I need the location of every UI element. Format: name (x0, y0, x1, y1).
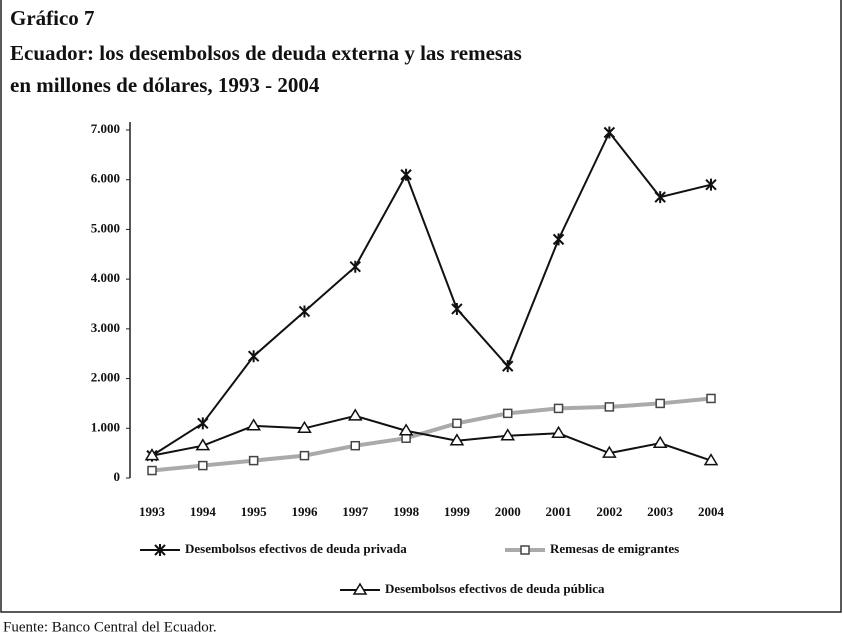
y-tick-label: 0 (114, 469, 121, 484)
x-tick-label: 1996 (291, 504, 318, 519)
marker (449, 433, 465, 446)
series-line (151, 130, 712, 457)
marker (144, 448, 160, 461)
marker (246, 418, 261, 431)
marker (520, 545, 530, 555)
x-tick-label: 1999 (444, 504, 471, 519)
x-tick-label: 2001 (546, 504, 572, 519)
chart-title: Ecuador: los desembolsos de deuda extern… (10, 41, 522, 65)
marker (198, 460, 208, 471)
y-tick-label: 3.000 (91, 320, 120, 335)
x-tick-label: 2004 (698, 504, 725, 519)
chart-title: en millones de dólares, 1993 - 2004 (10, 73, 320, 97)
x-tick-label: 1997 (342, 504, 369, 519)
marker (552, 233, 565, 246)
source: Fuente: Banco Central del Ecuador. (3, 619, 217, 635)
marker (703, 453, 719, 466)
x-tick-label: 1995 (241, 504, 268, 519)
marker (352, 582, 368, 595)
x-tick-label: 2000 (495, 504, 521, 519)
marker (350, 440, 361, 451)
marker (452, 418, 462, 429)
marker (500, 428, 516, 441)
x-tick-label: 1994 (190, 504, 217, 519)
series-line (151, 414, 712, 462)
x-tick-label: 2003 (647, 504, 674, 519)
marker (398, 423, 414, 436)
x-tick-label: 1993 (139, 504, 166, 519)
marker (603, 126, 616, 139)
y-tick-label: 7.000 (91, 121, 120, 136)
marker (451, 302, 463, 315)
marker (502, 360, 514, 373)
y-tick-label: 5.000 (91, 220, 120, 235)
marker (349, 260, 361, 273)
marker (247, 350, 260, 363)
y-tick-label: 6.000 (91, 171, 120, 186)
marker (706, 393, 716, 404)
marker (551, 425, 566, 439)
marker (502, 408, 513, 419)
series-line (151, 396, 712, 473)
frame (0, 0, 842, 613)
y-tick-label: 1.000 (91, 419, 120, 434)
marker (195, 438, 211, 451)
marker (652, 435, 668, 448)
marker (400, 168, 412, 181)
legend-label: Desembolsos efectivos de deuda pública (385, 581, 605, 596)
marker (297, 420, 312, 434)
marker (299, 450, 310, 461)
x-tick-label: 1998 (393, 504, 420, 519)
marker (602, 445, 617, 458)
marker (197, 417, 209, 430)
marker (248, 455, 259, 466)
marker (553, 403, 564, 414)
marker (347, 408, 363, 421)
marker (154, 544, 166, 556)
x-tick-label: 2002 (596, 504, 622, 519)
marker (147, 465, 157, 476)
legend-label: Remesas de emigrantes (550, 541, 679, 556)
y-tick-label: 4.000 (91, 270, 120, 285)
marker (655, 398, 665, 409)
marker (298, 305, 311, 318)
legend-label: Desembolsos efectivos de deuda privada (185, 541, 407, 556)
y-tick-label: 2.000 (91, 370, 120, 385)
marker (705, 178, 717, 191)
figure-label: Gráfico 7 (10, 6, 95, 30)
marker (604, 402, 615, 412)
marker (654, 191, 666, 204)
